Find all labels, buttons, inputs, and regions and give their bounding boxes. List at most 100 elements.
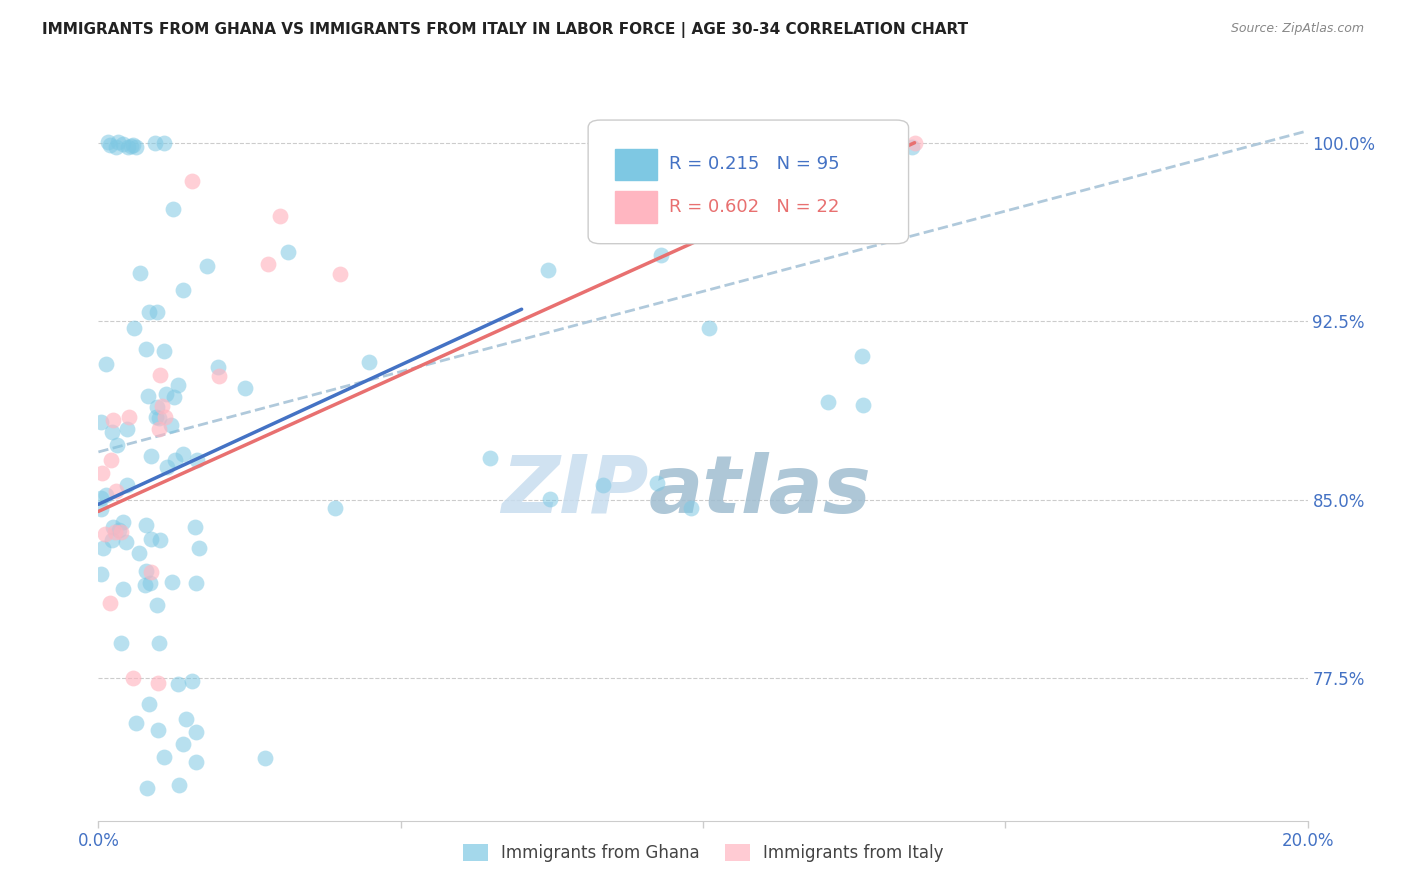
Point xyxy=(103,520,125,534)
Point xyxy=(253,751,276,765)
Point xyxy=(162,202,184,217)
Point xyxy=(146,675,169,690)
Point xyxy=(817,394,839,409)
Point xyxy=(90,502,112,516)
Point xyxy=(186,453,208,467)
Point xyxy=(188,541,211,555)
Point xyxy=(628,143,651,157)
Point xyxy=(110,636,132,650)
Point xyxy=(98,596,121,610)
Point xyxy=(269,210,291,224)
Point xyxy=(124,716,146,731)
Point xyxy=(904,136,927,150)
Point xyxy=(172,283,194,297)
Point xyxy=(163,452,186,467)
Point xyxy=(184,724,207,739)
Point xyxy=(135,518,157,533)
Point xyxy=(107,135,129,149)
Point xyxy=(697,321,720,335)
Point xyxy=(138,305,160,319)
Point xyxy=(139,532,162,546)
Point xyxy=(181,174,204,188)
Point xyxy=(167,378,190,392)
Point xyxy=(160,574,183,589)
Point xyxy=(536,263,558,277)
Point xyxy=(181,674,204,689)
Point xyxy=(136,389,159,403)
Point xyxy=(94,357,117,371)
Point xyxy=(148,636,170,650)
Point xyxy=(150,400,173,414)
Point xyxy=(104,140,127,154)
Point xyxy=(118,410,141,425)
Point xyxy=(90,566,112,581)
Point xyxy=(101,533,124,548)
Point xyxy=(135,564,157,578)
Point xyxy=(108,523,131,537)
Point xyxy=(97,136,120,150)
Point xyxy=(128,266,150,280)
Point xyxy=(145,410,167,425)
Point xyxy=(98,138,121,153)
Point xyxy=(852,398,875,412)
Point xyxy=(233,381,256,395)
Point xyxy=(901,140,924,154)
Point xyxy=(141,565,163,579)
Point xyxy=(93,526,115,541)
FancyBboxPatch shape xyxy=(588,120,908,244)
Text: R = 0.215   N = 95: R = 0.215 N = 95 xyxy=(669,155,839,173)
Point xyxy=(184,576,207,591)
Point xyxy=(645,476,668,491)
Point xyxy=(128,545,150,559)
Point xyxy=(153,136,176,151)
Point xyxy=(146,305,169,319)
Point xyxy=(166,677,188,691)
Text: ZIP: ZIP xyxy=(501,452,648,530)
Text: atlas: atlas xyxy=(648,452,872,530)
Point xyxy=(156,460,179,475)
Point xyxy=(357,354,380,368)
Point xyxy=(146,723,169,737)
Point xyxy=(152,343,174,358)
Point xyxy=(135,342,157,356)
Point xyxy=(208,369,231,384)
Point xyxy=(122,321,145,335)
Point xyxy=(149,368,172,382)
Text: Source: ZipAtlas.com: Source: ZipAtlas.com xyxy=(1230,22,1364,36)
Point xyxy=(90,415,112,429)
Point xyxy=(143,136,166,151)
Point xyxy=(121,671,143,685)
Point xyxy=(117,139,139,153)
Point xyxy=(148,422,170,436)
Point xyxy=(135,780,157,795)
Point xyxy=(160,417,183,432)
Point xyxy=(91,541,114,556)
Point xyxy=(851,350,873,364)
Point xyxy=(172,737,194,751)
Point xyxy=(184,756,207,770)
Bar xyxy=(614,191,657,223)
Point xyxy=(323,501,346,516)
Point xyxy=(650,247,672,261)
Point xyxy=(207,360,229,375)
Point xyxy=(96,488,118,502)
Point xyxy=(163,390,186,404)
Point xyxy=(134,577,156,591)
Point xyxy=(478,450,501,465)
Point xyxy=(167,778,190,792)
Point xyxy=(110,525,132,540)
Point xyxy=(592,478,614,492)
Point xyxy=(139,575,162,590)
Point xyxy=(112,516,135,530)
Text: R = 0.602   N = 22: R = 0.602 N = 22 xyxy=(669,198,839,216)
Point xyxy=(148,410,170,425)
Point xyxy=(153,409,176,424)
Point xyxy=(100,425,122,440)
Point xyxy=(172,447,194,461)
Point xyxy=(174,712,197,726)
Point xyxy=(146,400,169,414)
Point xyxy=(104,483,127,498)
Point xyxy=(105,438,128,452)
Point xyxy=(329,268,352,282)
Point xyxy=(115,535,138,549)
